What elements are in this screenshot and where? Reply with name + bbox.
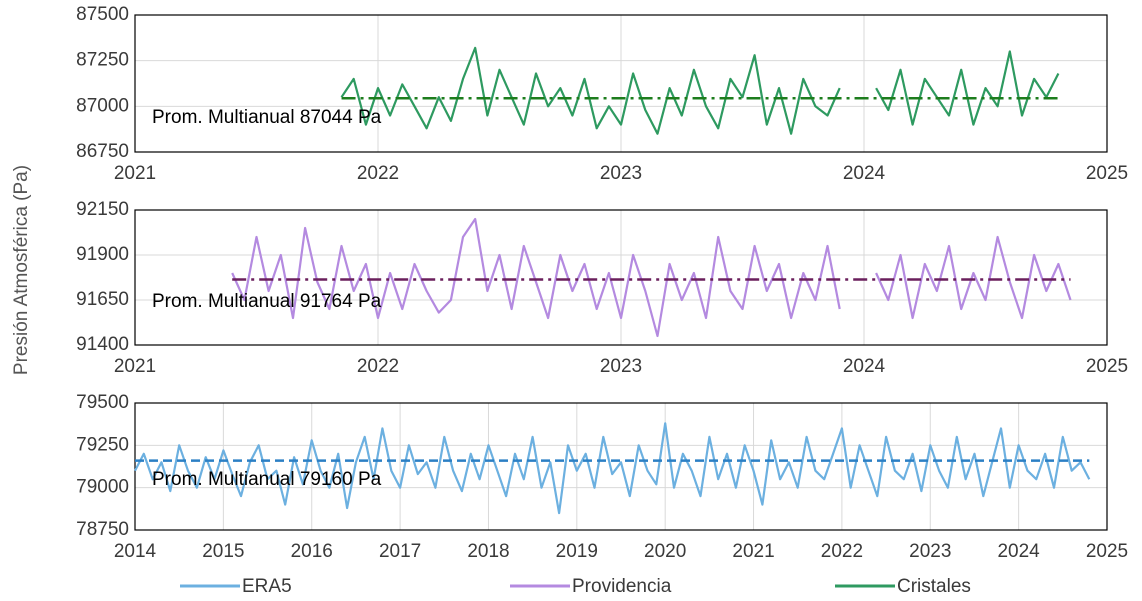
x-tick-label: 2014 — [114, 541, 157, 562]
x-tick-label: 2022 — [821, 541, 863, 562]
data-line — [231, 217, 1072, 338]
y-tick-label: 91400 — [76, 334, 129, 355]
plot-frame — [134, 209, 1108, 346]
x-tick-label: 2025 — [1086, 163, 1128, 184]
plot-frame — [134, 402, 1108, 531]
x-tick-label: 2022 — [357, 356, 399, 377]
legend-label: Cristales — [897, 576, 971, 597]
y-tick-label: 87000 — [76, 95, 129, 116]
x-tick-label: 2022 — [357, 163, 399, 184]
legend-label: ERA5 — [242, 576, 292, 597]
annotation: Prom. Multianual 79160 Pa — [152, 469, 382, 490]
x-tick-label: 2021 — [114, 163, 156, 184]
x-tick-label: 2015 — [202, 541, 244, 562]
y-axis-label: Presión Atmosférica (Pa) — [11, 165, 32, 375]
x-tick-label: 2024 — [843, 163, 886, 184]
x-tick-label: 2017 — [379, 541, 421, 562]
x-tick-label: 2024 — [843, 356, 886, 377]
y-tick-label: 87250 — [76, 50, 129, 71]
x-tick-label: 2024 — [997, 541, 1040, 562]
data-line — [134, 422, 1091, 515]
x-tick-label: 2018 — [467, 541, 509, 562]
annotation: Prom. Multianual 87044 Pa — [152, 107, 382, 128]
plot-frame — [134, 14, 1108, 153]
x-tick-label: 2019 — [556, 541, 598, 562]
y-tick-label: 79250 — [76, 434, 129, 455]
y-tick-label: 87500 — [76, 4, 129, 25]
x-tick-label: 2025 — [1086, 541, 1128, 562]
legend-label: Providencia — [572, 576, 672, 597]
x-tick-label: 2023 — [600, 356, 642, 377]
y-tick-label: 91650 — [76, 289, 129, 310]
x-tick-label: 2016 — [291, 541, 333, 562]
y-tick-label: 79000 — [76, 477, 129, 498]
y-tick-label: 78750 — [76, 519, 129, 540]
x-tick-label: 2021 — [732, 541, 774, 562]
x-tick-label: 2020 — [644, 541, 686, 562]
x-tick-label: 2021 — [114, 356, 156, 377]
y-tick-label: 91900 — [76, 244, 129, 265]
y-tick-label: 79500 — [76, 392, 129, 413]
x-tick-label: 2023 — [909, 541, 951, 562]
y-tick-label: 86750 — [76, 141, 129, 162]
annotation: Prom. Multianual 91764 Pa — [152, 291, 382, 312]
x-tick-label: 2025 — [1086, 356, 1128, 377]
x-tick-label: 2023 — [600, 163, 642, 184]
y-tick-label: 92150 — [76, 199, 129, 220]
